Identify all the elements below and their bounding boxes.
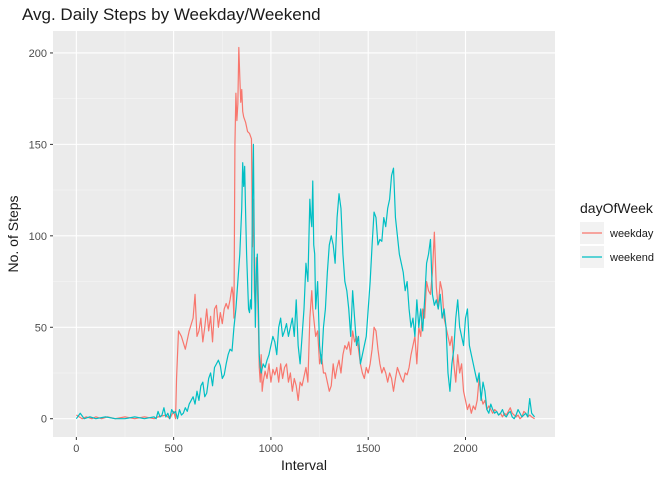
legend-keys: weekday weekend — [580, 222, 654, 268]
y-tick-label: 50 — [35, 322, 47, 334]
legend-title: dayOfWeek — [580, 200, 654, 216]
x-tick-label: 500 — [164, 443, 182, 455]
y-tick-label: 100 — [29, 231, 47, 243]
legend-label-weekend: weekend — [609, 252, 654, 264]
y-tick-label: 0 — [41, 414, 47, 426]
y-tick-label: 150 — [29, 139, 47, 151]
series-line-weekday — [76, 46, 535, 420]
x-axis-ticks: 0 500 1000 1500 2000 — [73, 437, 478, 455]
minor-gridlines — [53, 31, 555, 437]
x-tick-label: 1000 — [259, 443, 283, 455]
x-tick-label: 0 — [73, 443, 79, 455]
series-lines — [75, 46, 536, 420]
x-axis-title: Interval — [281, 457, 327, 473]
legend-label-weekday: weekday — [609, 228, 654, 240]
major-gridlines — [53, 31, 555, 437]
chart-title: Avg. Daily Steps by Weekday/Weekend — [22, 5, 321, 24]
y-axis-title: No. of Steps — [5, 195, 21, 272]
series-line-weekend — [75, 143, 536, 420]
x-tick-label: 1500 — [356, 443, 380, 455]
x-tick-label: 2000 — [453, 443, 477, 455]
y-axis-ticks: 0 50 100 150 200 — [29, 48, 53, 426]
y-tick-label: 200 — [29, 48, 47, 60]
legend: dayOfWeek weekday weekend — [580, 200, 654, 268]
